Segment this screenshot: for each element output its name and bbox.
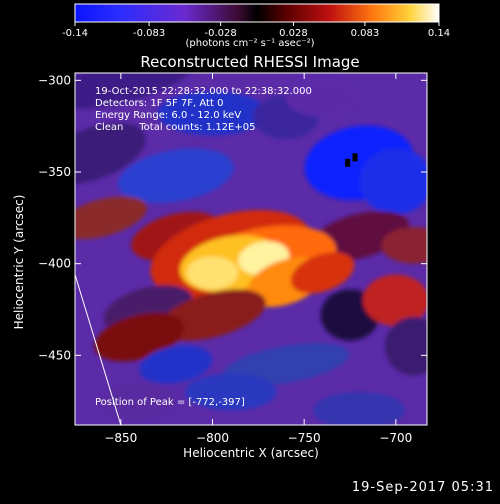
colorbar-ticks: -0.14 -0.083 -0.028 0.028 0.083 0.14 bbox=[62, 22, 450, 39]
dark-pixel bbox=[345, 158, 351, 167]
colorbar-tick-label: -0.083 bbox=[133, 28, 165, 39]
solar-limb-line bbox=[74, 274, 122, 426]
axis-ticks: −850 −800 −750 −700 −300 −350 −400 −450 bbox=[38, 73, 427, 445]
plot-frame bbox=[74, 72, 428, 426]
chart-title: Reconstructed RHESSI Image bbox=[140, 53, 360, 71]
emission-blob bbox=[159, 289, 266, 341]
x-axis-label: Heliocentric X (arcsec) bbox=[183, 446, 319, 460]
colorbar-unit-label: (photons cm⁻² s⁻¹ asec⁻²) bbox=[185, 38, 315, 49]
emission-blob bbox=[362, 274, 427, 326]
dark-pixel bbox=[352, 153, 358, 162]
colorbar-tick-label: 0.083 bbox=[351, 28, 380, 39]
observation-time-text: 19-Oct-2015 22:28:32.000 to 22:38:32.000 bbox=[95, 86, 312, 97]
y-tick-label: −400 bbox=[38, 257, 71, 271]
colorbar-tick-label: 0.14 bbox=[428, 28, 450, 39]
x-tick-label: −700 bbox=[379, 431, 412, 445]
emission-blob bbox=[157, 91, 268, 136]
footer-timestamp: 19-Sep-2017 05:31 bbox=[351, 480, 494, 495]
emission-blob bbox=[75, 123, 146, 185]
emission-blob bbox=[290, 252, 355, 294]
emission-blob bbox=[381, 227, 427, 264]
colorbar-tick-label: -0.14 bbox=[62, 28, 88, 39]
emission-blob bbox=[102, 382, 176, 420]
x-tick-label: −750 bbox=[288, 431, 321, 445]
emission-blob bbox=[94, 312, 184, 362]
emission-blob bbox=[186, 256, 239, 290]
colorbar bbox=[74, 3, 440, 23]
energy-range-text: Energy Range: 6.0 - 12.0 keV bbox=[95, 110, 242, 121]
x-tick-label: −850 bbox=[104, 431, 137, 445]
peak-position-text: Position of Peak = [-772,-397] bbox=[95, 397, 245, 408]
heatmap-blobs bbox=[75, 73, 427, 425]
y-tick-label: −350 bbox=[38, 165, 71, 179]
emission-blob bbox=[222, 343, 350, 386]
emission-blob bbox=[285, 80, 360, 117]
y-axis-label: Heliocentric Y (arcsec) bbox=[12, 194, 26, 330]
heatmap-image bbox=[75, 73, 427, 425]
emission-blob bbox=[313, 392, 405, 425]
emission-blob bbox=[117, 148, 234, 203]
x-tick-label: −800 bbox=[196, 431, 229, 445]
emission-blob bbox=[75, 73, 196, 109]
y-tick-label: −300 bbox=[38, 73, 71, 87]
emission-blob bbox=[359, 148, 427, 215]
y-tick-label: −450 bbox=[38, 348, 71, 362]
emission-blob bbox=[75, 196, 148, 240]
emission-blob bbox=[384, 316, 427, 376]
emission-blob bbox=[139, 345, 213, 384]
emission-blob bbox=[185, 373, 277, 411]
clean-counts-text: Clean Total counts: 1.12E+05 bbox=[95, 122, 256, 133]
detectors-text: Detectors: 1F 5F 7F, Att 0 bbox=[95, 98, 224, 109]
colorbar-tick-label: -0.028 bbox=[204, 28, 236, 39]
colorbar-tick-label: 0.028 bbox=[279, 28, 308, 39]
